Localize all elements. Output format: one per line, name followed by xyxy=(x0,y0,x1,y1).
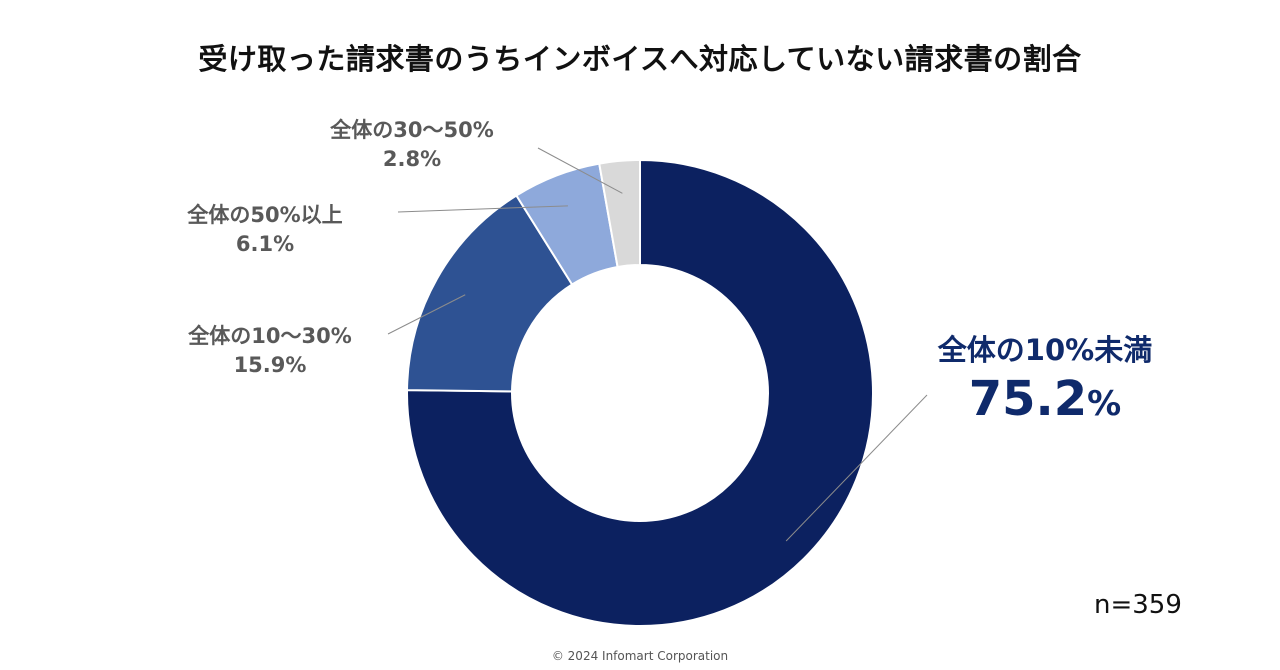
slice-label-10-30: 全体の10～30% 15.9% xyxy=(170,322,370,380)
leader-over-50 xyxy=(397,205,568,213)
leader-30-50 xyxy=(537,147,623,194)
slice-label-30-50: 全体の30～50% 2.8% xyxy=(312,116,512,174)
chart-title: 受け取った請求書のうちインボイスへ対応していない請求書の割合 xyxy=(198,42,1082,76)
slice-label-over-50-category: 全体の50%以上 xyxy=(187,203,343,227)
slice-label-under-10-category: 全体の10%未満 xyxy=(937,333,1153,367)
leader-under-10 xyxy=(785,394,928,542)
slice-label-30-50-value: 2.8% xyxy=(382,147,442,171)
slice-label-30-50-category: 全体の30～50% xyxy=(330,118,494,142)
copyright-footer: © 2024 Infomart Corporation xyxy=(551,649,729,663)
slice-label-10-30-value: 15.9% xyxy=(233,353,307,377)
percent-sign: % xyxy=(1087,384,1122,424)
leader-10-30 xyxy=(387,294,466,335)
slice-label-over-50: 全体の50%以上 6.1% xyxy=(160,201,370,259)
slice-label-under-10-value: 75.2% xyxy=(968,371,1122,427)
slice-label-10-30-category: 全体の10～30% xyxy=(188,324,352,348)
slice-label-under-10: 全体の10%未満 75.2% xyxy=(905,330,1185,433)
slice-label-over-50-value: 6.1% xyxy=(235,232,295,256)
sample-size: n=359 xyxy=(1094,590,1182,620)
slice-10-30 xyxy=(406,194,574,393)
slice-under-10 xyxy=(406,158,874,627)
